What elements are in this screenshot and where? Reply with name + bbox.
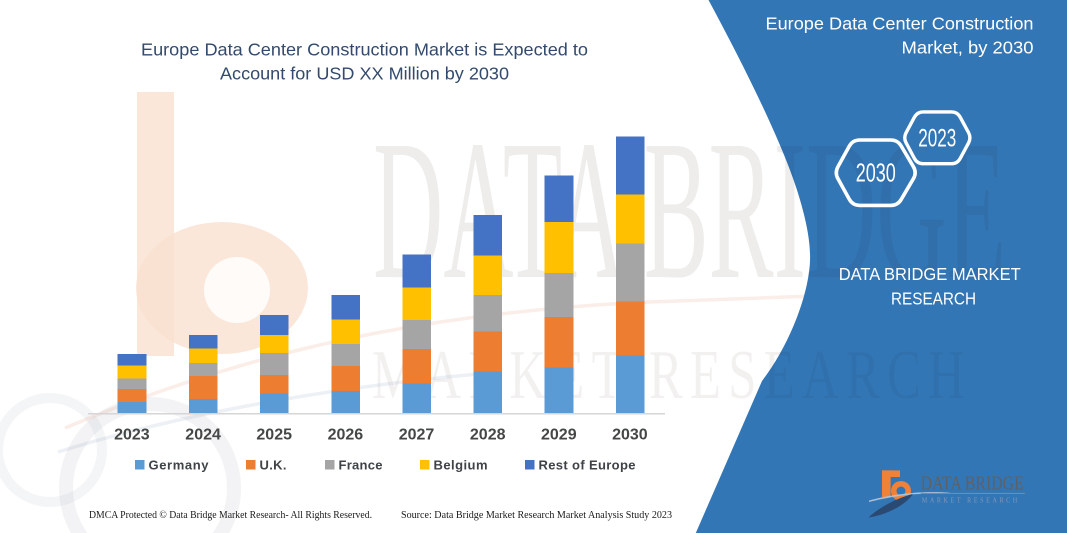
svg-text:2023: 2023: [918, 124, 956, 152]
svg-text:Account for USD XX Million by: Account for USD XX Million by 2030: [220, 64, 509, 84]
svg-text:2023: 2023: [114, 427, 150, 444]
svg-text:2027: 2027: [399, 427, 435, 444]
svg-text:Belgium: Belgium: [434, 458, 488, 473]
svg-text:2026: 2026: [328, 427, 364, 444]
svg-text:2030: 2030: [612, 427, 648, 444]
svg-text:Rest of Europe: Rest of Europe: [539, 458, 636, 473]
svg-text:2024: 2024: [185, 427, 221, 444]
svg-text:2025: 2025: [256, 427, 292, 444]
svg-text:DATA BRIDGE MARKET: DATA BRIDGE MARKET: [839, 264, 1021, 284]
svg-text:DATA BRIDGE: DATA BRIDGE: [921, 474, 1024, 495]
svg-text:MARKET RESEARCH: MARKET RESEARCH: [922, 497, 1020, 505]
svg-text:2028: 2028: [470, 427, 506, 444]
svg-text:U.K.: U.K.: [260, 458, 287, 473]
svg-text:2030: 2030: [856, 158, 896, 188]
svg-text:Source: Data Bridge Market Res: Source: Data Bridge Market Research Mark…: [401, 510, 672, 521]
svg-text:Europe Data Center Constructio: Europe Data Center Construction: [766, 14, 1034, 34]
svg-text:DMCA Protected © Data Bridge M: DMCA Protected © Data Bridge Market Rese…: [89, 510, 372, 521]
svg-text:France: France: [339, 458, 383, 473]
svg-text:RESEARCH: RESEARCH: [891, 289, 976, 309]
svg-text:2029: 2029: [541, 427, 577, 444]
svg-text:Market, by 2030: Market, by 2030: [902, 38, 1034, 58]
svg-text:Europe Data Center Constructio: Europe Data Center Construction Market i…: [141, 40, 588, 60]
svg-text:Germany: Germany: [149, 458, 210, 473]
